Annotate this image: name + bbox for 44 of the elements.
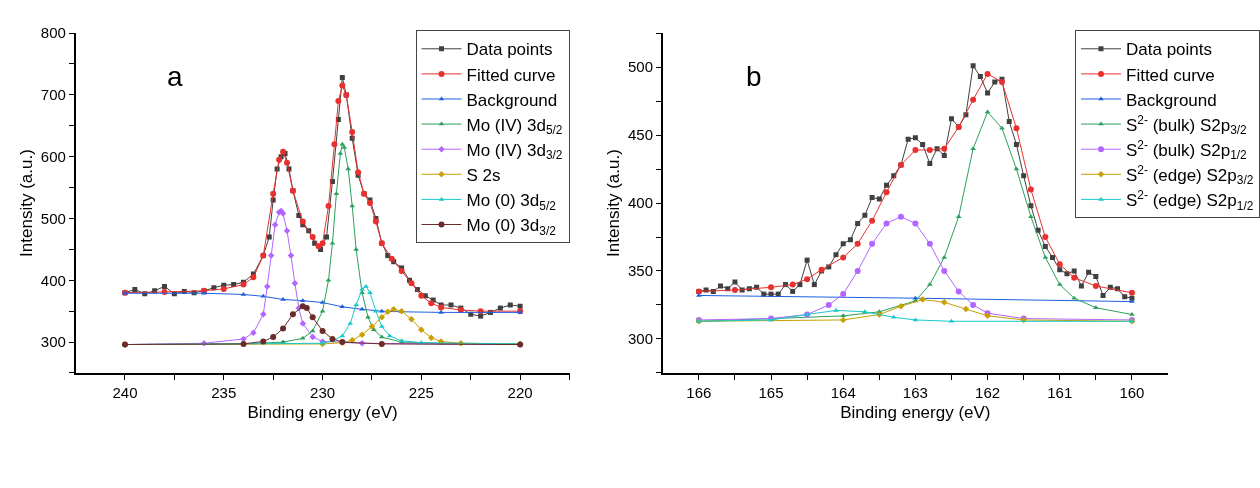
legend-label: S 2s: [466, 165, 501, 185]
x-tick-label: 161: [1047, 383, 1073, 401]
legend-label: S$^{2-}$ (edge) S2p$_{1/2}$: [1126, 187, 1254, 213]
x-tick-label: 163: [902, 383, 928, 401]
x-tick-label: 240: [112, 383, 138, 401]
legend-label: Fitted curve: [466, 65, 556, 85]
y-tick-label: 450: [627, 126, 654, 144]
y-axis-title: Intensity (a.u.): [16, 149, 36, 257]
y-tick-label: 400: [627, 194, 654, 212]
y-tick-label: 500: [40, 209, 66, 227]
annotation: b: [746, 61, 762, 92]
x-tick-label: 235: [211, 383, 237, 401]
x-tick-label: 165: [758, 383, 784, 401]
y-tick-label: 600: [40, 147, 66, 165]
y-tick-label: 350: [627, 262, 654, 280]
y-tick-label: 700: [40, 86, 66, 104]
x-tick-label: 220: [507, 383, 533, 401]
legend-label: Mo (0) 3d$_{3/2}$: [466, 216, 557, 238]
x-tick-label: 225: [408, 383, 434, 401]
annotation: a: [167, 61, 183, 92]
legend-label: S$^{2-}$ (bulk) S2p$_{1/2}$: [1126, 137, 1248, 163]
x-tick-label: 166: [686, 383, 712, 401]
x-tick-label: 160: [1119, 383, 1145, 401]
x-tick-label: 164: [830, 383, 856, 401]
x-axis-title: Binding energy (eV): [840, 402, 991, 422]
legend-label: Mo (IV) 3d$_{3/2}$: [466, 140, 563, 163]
y-tick-label: 300: [627, 330, 654, 348]
y-tick-label: 300: [40, 333, 66, 351]
x-tick-label: 162: [975, 383, 1001, 401]
legend-label: Data points: [466, 40, 553, 60]
y-tick-label: 500: [627, 58, 654, 76]
x-axis-title: Binding energy (eV): [247, 402, 398, 422]
y-tick-label: 800: [40, 24, 66, 42]
legend-label: Mo (0) 3d$_{5/2}$: [466, 191, 557, 213]
legend-label: Background: [1126, 90, 1217, 110]
y-tick-label: 400: [40, 271, 66, 289]
legend-label: Background: [466, 90, 558, 110]
legend-label: Data points: [1126, 40, 1212, 60]
legend-label: Fitted curve: [1126, 65, 1215, 85]
legend-label: S$^{2-}$ (bulk) S2p$_{3/2}$: [1126, 112, 1248, 138]
legend-label: Mo (IV) 3d$_{5/2}$: [466, 115, 563, 138]
y-axis-title: Intensity (a.u.): [604, 149, 624, 257]
legend-label: S$^{2-}$ (edge) S2p$_{3/2}$: [1126, 162, 1254, 188]
x-tick-label: 230: [310, 383, 336, 401]
